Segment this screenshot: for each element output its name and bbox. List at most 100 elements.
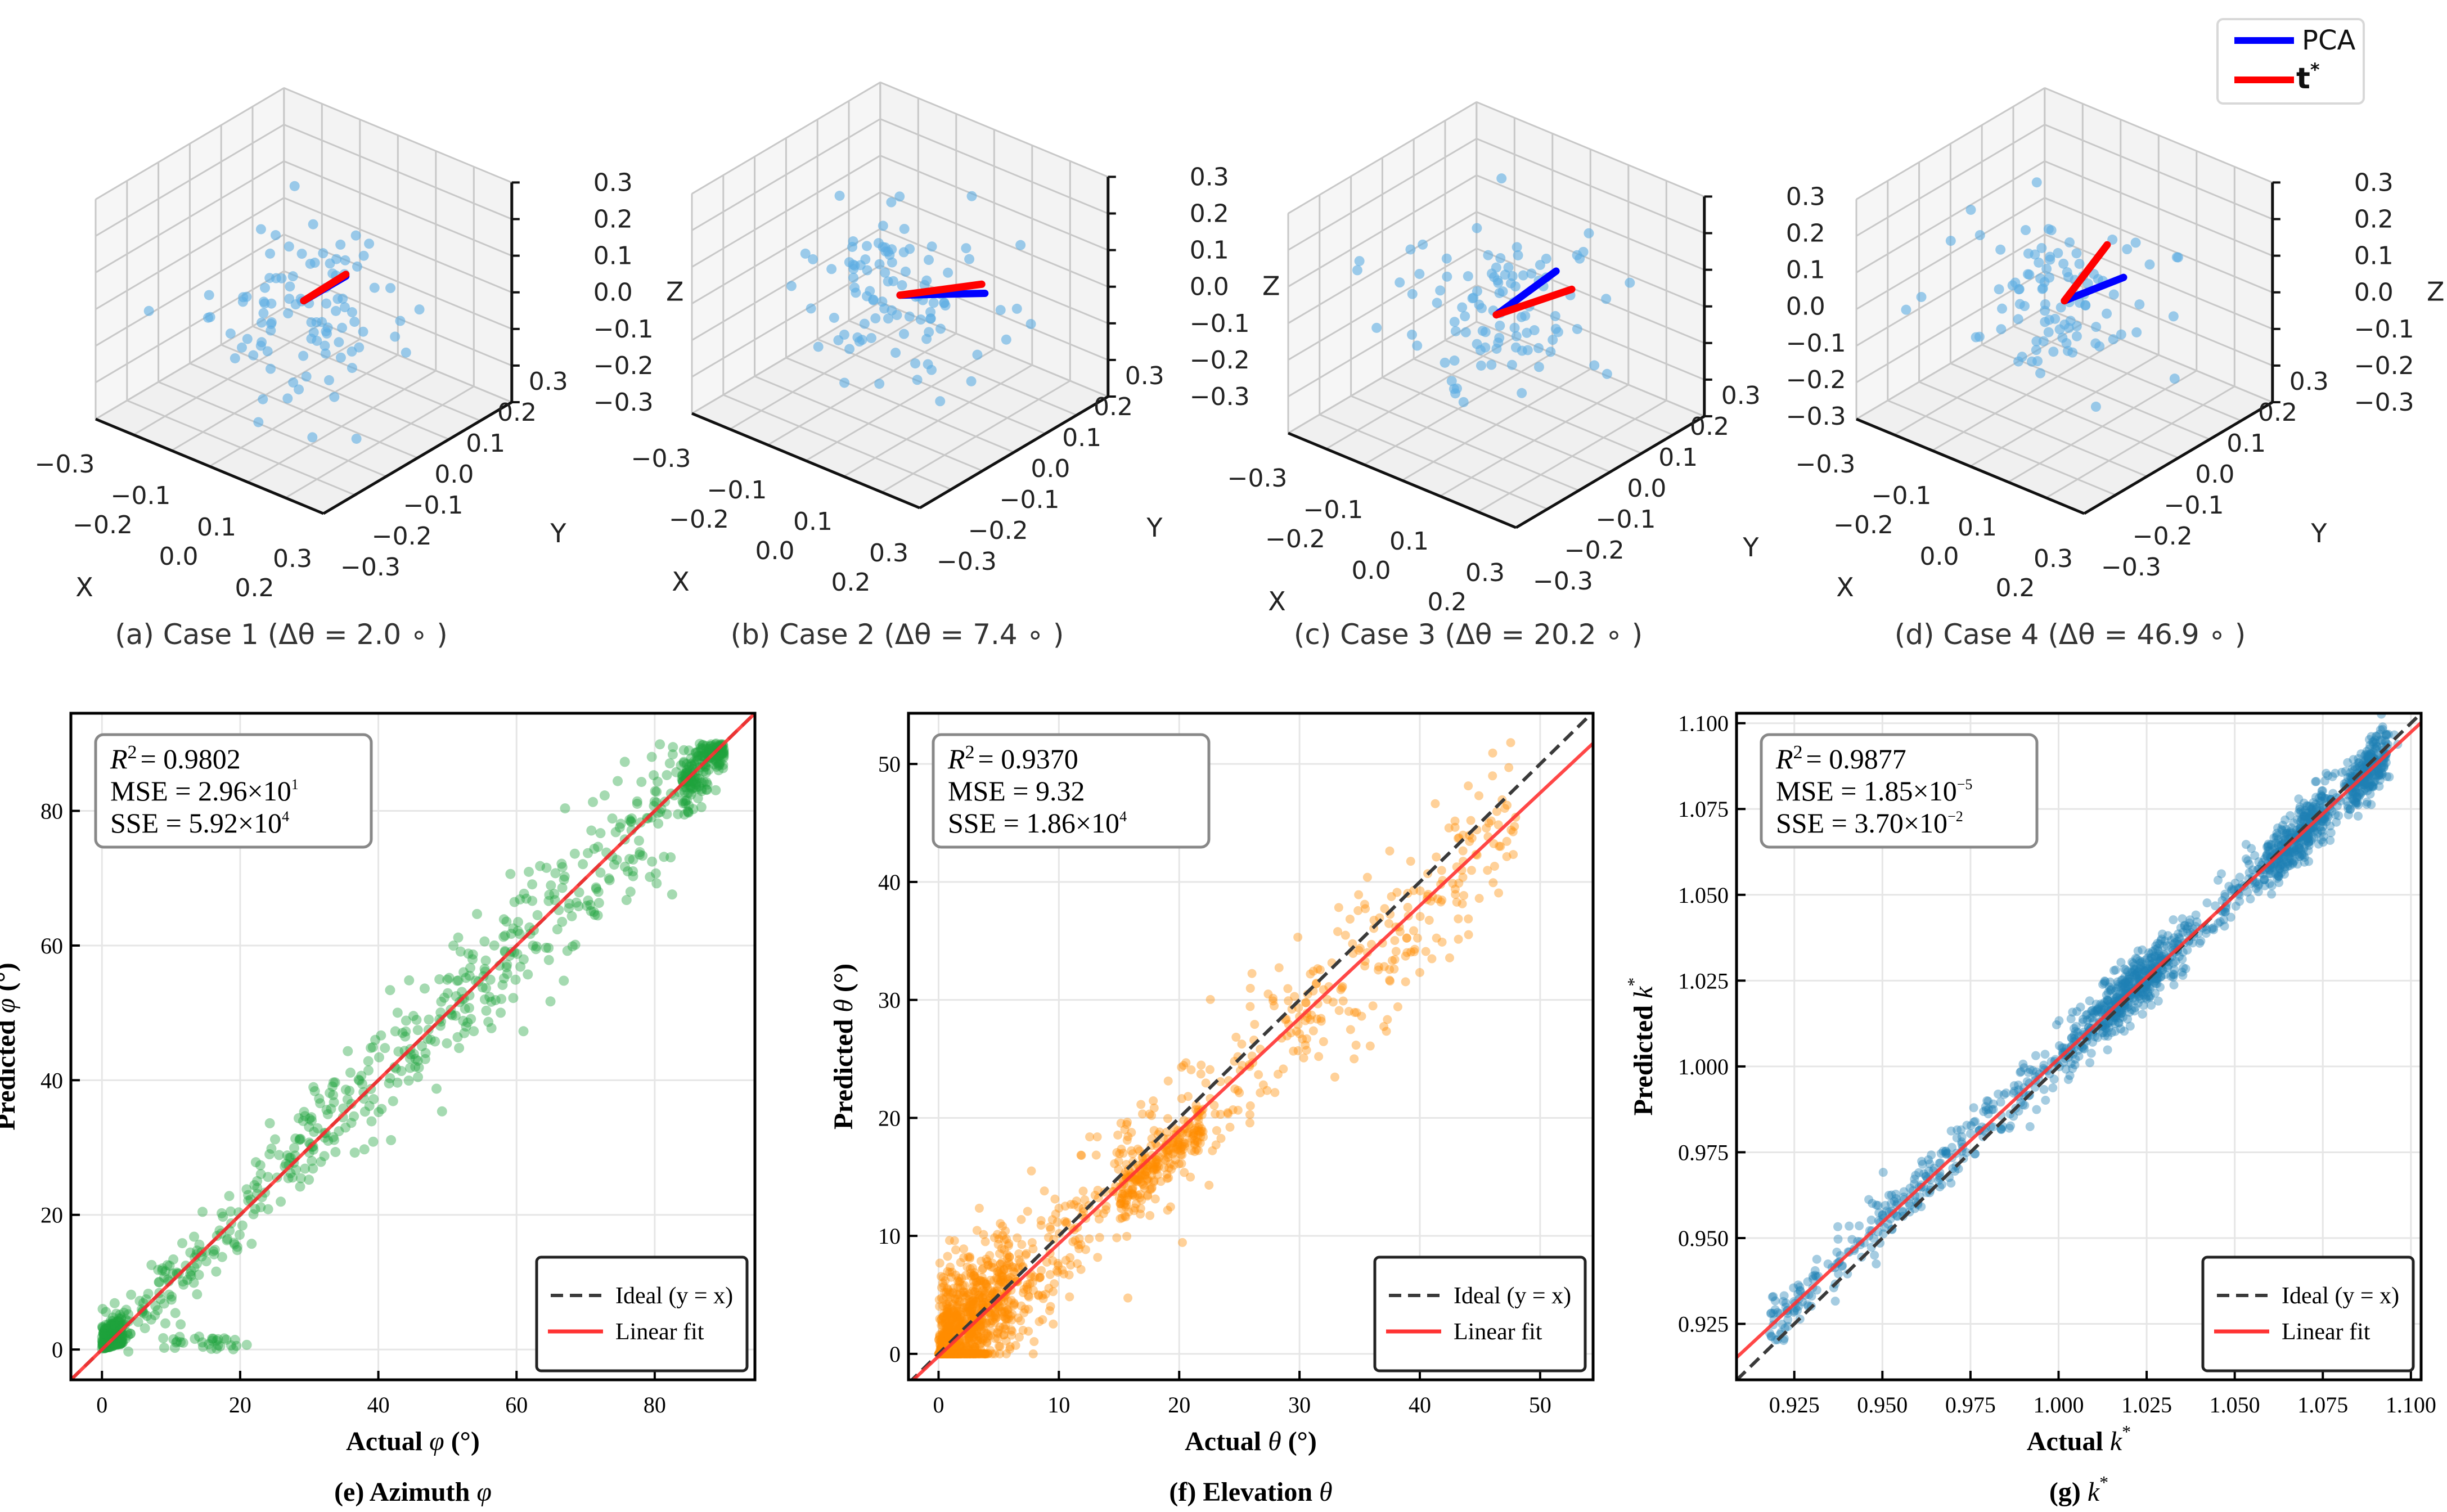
- data-point: [935, 323, 946, 334]
- data-point: [938, 1312, 948, 1321]
- y-axis-label-part: Predicted: [829, 1012, 858, 1130]
- data-point: [972, 1277, 982, 1287]
- data-point: [1149, 1165, 1158, 1174]
- data-point: [683, 762, 694, 772]
- x-tick-label: 1.100: [2386, 1392, 2436, 1418]
- data-point: [2343, 804, 2353, 813]
- data-point: [967, 1349, 977, 1358]
- data-point: [960, 1306, 970, 1316]
- data-point: [2178, 928, 2188, 937]
- data-point: [252, 1176, 263, 1186]
- y-axis-label-part: (°): [829, 964, 858, 999]
- data-point: [1974, 331, 1985, 342]
- data-point: [1172, 1142, 1182, 1152]
- data-point: [1405, 244, 1416, 255]
- data-point: [352, 261, 362, 272]
- data-point: [948, 1346, 957, 1356]
- data-point: [2140, 956, 2150, 965]
- data-point: [2113, 982, 2123, 991]
- data-point: [1847, 1235, 1857, 1244]
- data-point: [701, 767, 712, 778]
- data-point: [692, 751, 703, 762]
- x-axis-line: [95, 417, 324, 515]
- data-point: [308, 1082, 319, 1092]
- data-point: [952, 1306, 961, 1316]
- data-point: [1060, 1217, 1070, 1226]
- data-point: [937, 1283, 946, 1293]
- legend-pca-label: PCA: [2302, 25, 2355, 56]
- data-point: [983, 1282, 992, 1292]
- data-point: [1307, 1010, 1316, 1020]
- data-point: [1149, 1176, 1159, 1185]
- x-axis-label: X: [672, 566, 690, 597]
- data-point: [2251, 884, 2261, 893]
- data-point: [1027, 1238, 1037, 1247]
- data-point: [288, 377, 299, 388]
- data-point: [1050, 1194, 1060, 1204]
- y-axis-label-part: θ: [829, 999, 858, 1012]
- data-point: [948, 1289, 957, 1298]
- data-point: [1007, 1326, 1017, 1336]
- data-point: [2132, 970, 2142, 980]
- data-point: [160, 1266, 170, 1277]
- data-point: [496, 993, 507, 1004]
- data-point: [2378, 722, 2387, 732]
- data-point: [2122, 244, 2133, 255]
- data-point: [2169, 972, 2178, 982]
- x-tick-label: −0.2: [669, 505, 729, 534]
- data-point: [2185, 918, 2194, 928]
- data-point: [698, 751, 708, 762]
- data-point: [971, 1290, 980, 1299]
- data-point: [698, 740, 708, 751]
- data-point: [2151, 988, 2160, 998]
- data-point: [419, 983, 430, 994]
- data-point: [385, 985, 395, 996]
- data-point: [1513, 250, 1523, 260]
- data-point: [2155, 939, 2165, 949]
- data-point: [1789, 1308, 1798, 1317]
- data-point: [2293, 860, 2302, 869]
- data-point: [1504, 763, 1514, 772]
- panel-caption-part: k: [2088, 1477, 2100, 1507]
- data-point: [951, 1349, 960, 1358]
- data-point: [951, 1349, 960, 1358]
- data-point: [1269, 993, 1278, 1003]
- data-point: [578, 859, 588, 870]
- data-point: [1171, 1144, 1181, 1154]
- data-point: [461, 1021, 471, 1032]
- data-point: [2260, 875, 2269, 885]
- data-point: [1395, 277, 1405, 288]
- data-point: [971, 1277, 981, 1287]
- data-point: [2250, 850, 2260, 860]
- data-point: [347, 346, 357, 357]
- data-point: [434, 974, 445, 984]
- panel-caption: (a) Case 1 (Δθ = 2.0 ∘ ): [115, 618, 448, 651]
- y-axis-label: Y: [1742, 532, 1759, 562]
- data-point: [107, 1331, 118, 1342]
- data-point: [1186, 1172, 1195, 1182]
- data-point: [257, 317, 267, 328]
- data-point: [2277, 860, 2286, 870]
- data-point: [1128, 1190, 1137, 1200]
- data-point: [1123, 1192, 1132, 1202]
- r2-value: = 0.9802: [141, 743, 241, 775]
- data-point: [1180, 1139, 1190, 1149]
- data-point: [123, 1309, 134, 1320]
- data-point: [1038, 1315, 1047, 1325]
- data-point: [2061, 1064, 2071, 1074]
- data-point: [2132, 954, 2142, 964]
- sse: SSE = 1.86×104: [948, 807, 1127, 839]
- data-point: [941, 1276, 950, 1285]
- data-point: [942, 1310, 952, 1319]
- data-point: [1076, 1240, 1086, 1249]
- data-point: [960, 1349, 970, 1358]
- y-tick-label: 0.0: [1627, 474, 1666, 503]
- data-point: [282, 393, 293, 404]
- data-point: [1190, 1140, 1199, 1149]
- x-tick-label: 0.1: [1389, 527, 1429, 556]
- data-point: [2367, 774, 2376, 784]
- data-point: [1015, 240, 1026, 250]
- data-point: [899, 328, 910, 339]
- data-point: [969, 1271, 979, 1280]
- data-point: [1444, 823, 1454, 832]
